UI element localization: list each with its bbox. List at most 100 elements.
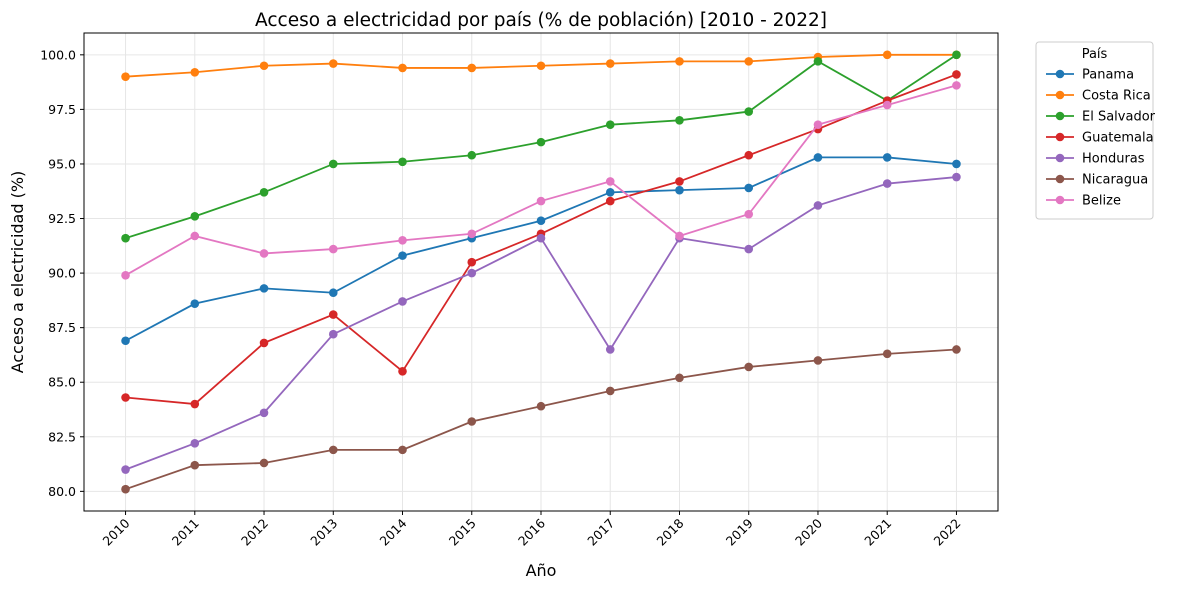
- data-point: [467, 417, 477, 426]
- data-point: [536, 61, 546, 71]
- legend-items: Panama Costa Rica El Salvador Guatemala Hond…: [1046, 68, 1156, 209]
- data-point: [121, 336, 130, 346]
- series-honduras: [121, 172, 961, 474]
- legend-swatch-marker: [1055, 69, 1065, 79]
- data-point: [882, 100, 892, 110]
- x-tick-label: 2021: [861, 516, 894, 549]
- data-point: [467, 63, 477, 73]
- data-point: [882, 50, 892, 60]
- data-point: [259, 458, 269, 468]
- data-point: [121, 72, 130, 81]
- data-point: [536, 401, 546, 411]
- data-point: [190, 212, 200, 221]
- data-point: [259, 249, 269, 258]
- data-point: [398, 63, 407, 73]
- legend-item: Belize: [1046, 194, 1121, 209]
- data-point: [605, 345, 615, 354]
- data-point: [259, 284, 269, 293]
- data-point: [398, 236, 407, 245]
- data-point: [467, 268, 477, 278]
- data-point: [259, 408, 269, 418]
- legend-label: El Salvador: [1082, 110, 1156, 125]
- y-tick-label: 87.5: [48, 320, 76, 335]
- data-point: [675, 116, 684, 125]
- data-point: [190, 439, 200, 448]
- data-point: [675, 231, 684, 241]
- data-point: [675, 373, 684, 383]
- data-point: [536, 137, 546, 147]
- x-tick-label: 2020: [792, 515, 825, 548]
- y-tick-label: 100.0: [40, 47, 76, 62]
- data-point: [744, 209, 754, 219]
- data-point: [813, 201, 823, 210]
- legend: País Panama Costa Rica El Salvador Guatemal…: [1035, 41, 1156, 220]
- data-point: [744, 150, 754, 160]
- y-tick-label: 92.5: [48, 211, 76, 226]
- grid: [84, 33, 998, 511]
- data-point: [952, 81, 961, 90]
- x-tick-label: 2013: [307, 516, 340, 549]
- x-tick-label: 2012: [238, 516, 271, 549]
- data-point: [190, 231, 200, 241]
- y-tick-label: 90.0: [48, 266, 76, 281]
- data-point: [398, 445, 407, 455]
- x-tick-label: 2015: [446, 516, 479, 549]
- legend-item: El Salvador: [1046, 110, 1156, 125]
- legend-swatch-marker: [1055, 174, 1065, 184]
- series-guatemala: [121, 70, 961, 409]
- data-point: [952, 70, 961, 79]
- x-axis: 2010 2011 2012 2013 2014 2015 2016 2017 2018 2019…: [100, 511, 964, 549]
- y-tick-label: 95.0: [48, 156, 76, 171]
- data-point: [121, 484, 130, 494]
- x-tick-label: 2019: [723, 515, 756, 548]
- data-point: [882, 153, 892, 162]
- legend-item: Nicaragua: [1046, 173, 1148, 188]
- data-point: [328, 159, 338, 169]
- data-point: [190, 460, 200, 470]
- legend-swatch-marker: [1055, 153, 1065, 163]
- y-axis: 80.0 82.5 85.0 87.5 90.0 92.5 95.0 97.5 100.0: [40, 47, 84, 499]
- data-point: [744, 183, 754, 193]
- data-point: [121, 465, 130, 474]
- data-point: [813, 356, 823, 365]
- y-axis-title: Acceso a electricidad (%): [8, 171, 27, 374]
- data-point: [952, 50, 961, 60]
- data-point: [675, 177, 684, 186]
- x-tick-label: 2018: [654, 515, 687, 548]
- x-tick-label: 2010: [100, 515, 133, 548]
- data-point: [121, 233, 130, 243]
- data-point: [536, 233, 546, 243]
- legend-swatch-marker: [1055, 90, 1065, 100]
- data-point: [121, 393, 130, 402]
- data-point: [952, 172, 961, 182]
- y-tick-label: 97.5: [48, 102, 76, 117]
- data-point: [259, 61, 269, 71]
- data-point: [952, 345, 961, 354]
- data-point: [605, 59, 615, 68]
- data-point: [328, 288, 338, 298]
- legend-item: Costa Rica: [1046, 89, 1151, 104]
- y-tick-label: 85.0: [48, 375, 76, 390]
- data-point: [882, 349, 892, 359]
- legend-swatch-marker: [1055, 111, 1065, 121]
- series-belize: [121, 81, 961, 280]
- data-point: [744, 244, 754, 254]
- data-point: [744, 57, 754, 66]
- x-tick-label: 2016: [515, 515, 548, 548]
- data-point: [398, 297, 407, 306]
- legend-label: Panama: [1082, 68, 1134, 83]
- data-point: [813, 120, 823, 129]
- data-point: [467, 257, 477, 267]
- data-point: [605, 120, 615, 129]
- legend-label: Honduras: [1082, 152, 1145, 167]
- data-point: [882, 179, 892, 188]
- data-point: [398, 367, 407, 376]
- legend-label: Nicaragua: [1082, 173, 1148, 188]
- legend-box: [1035, 41, 1154, 220]
- data-point: [536, 196, 546, 206]
- x-axis-title: Año: [526, 561, 557, 580]
- data-point: [190, 67, 200, 77]
- legend-label: Guatemala: [1082, 131, 1154, 146]
